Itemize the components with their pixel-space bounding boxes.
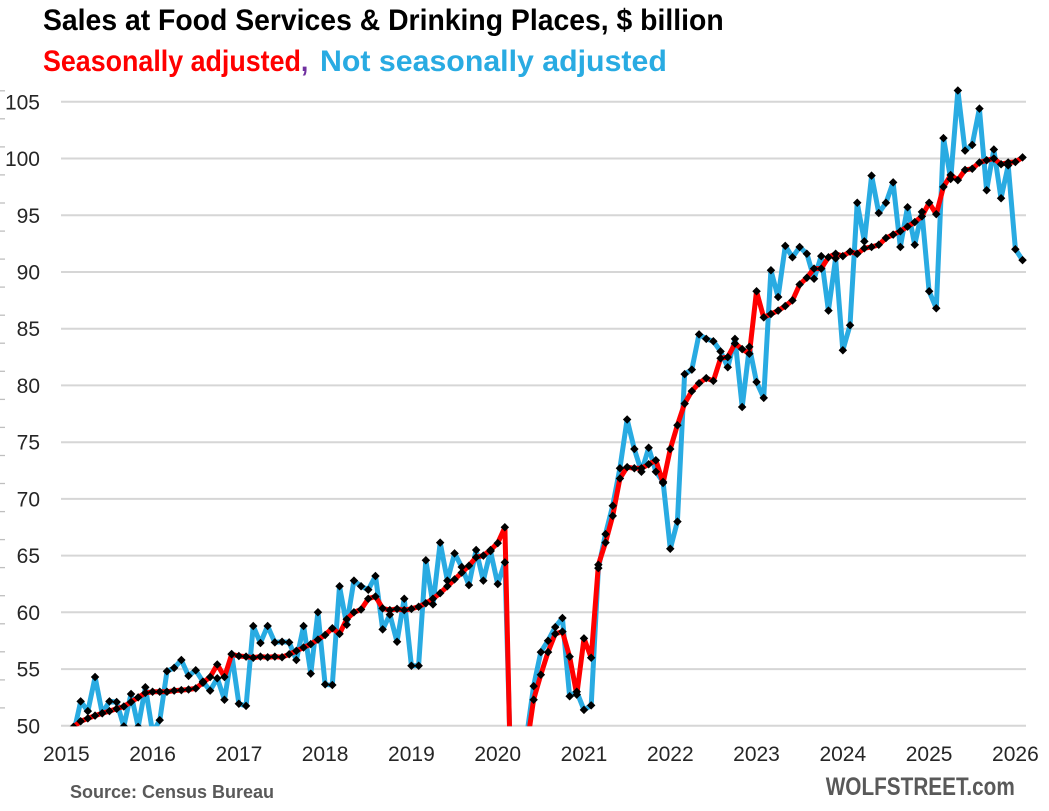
svg-text:75: 75: [17, 432, 40, 455]
svg-text:80: 80: [17, 375, 40, 398]
svg-text:2024: 2024: [819, 743, 866, 766]
svg-text:2021: 2021: [561, 743, 608, 766]
svg-text:2018: 2018: [302, 743, 349, 766]
svg-text:60: 60: [17, 602, 40, 625]
svg-text:65: 65: [17, 545, 40, 568]
svg-text:100: 100: [5, 148, 40, 171]
svg-text:55: 55: [17, 659, 40, 682]
svg-text:2015: 2015: [43, 743, 90, 766]
svg-text:2023: 2023: [733, 743, 780, 766]
svg-text:90: 90: [17, 262, 40, 285]
svg-text:70: 70: [17, 488, 40, 511]
svg-text:85: 85: [17, 318, 40, 341]
svg-text:2016: 2016: [129, 743, 176, 766]
svg-text:50: 50: [17, 715, 40, 738]
svg-text:2017: 2017: [216, 743, 263, 766]
svg-text:2026: 2026: [992, 743, 1039, 766]
svg-text:2019: 2019: [388, 743, 435, 766]
svg-text:2022: 2022: [647, 743, 694, 766]
svg-text:2025: 2025: [906, 743, 953, 766]
svg-text:2020: 2020: [474, 743, 521, 766]
svg-text:95: 95: [17, 205, 40, 228]
svg-text:105: 105: [5, 91, 40, 114]
